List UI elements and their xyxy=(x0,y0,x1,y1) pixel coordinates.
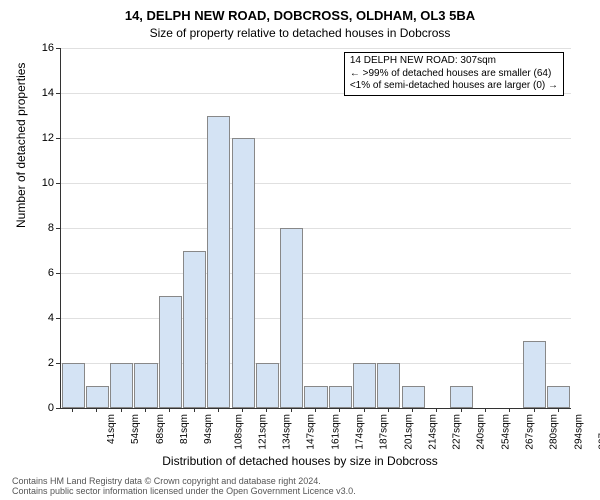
ytick-label: 6 xyxy=(24,267,54,279)
histogram-bar xyxy=(329,386,352,409)
xtick-label: 81sqm xyxy=(179,414,190,444)
xtick-mark xyxy=(485,408,486,412)
ytick-mark xyxy=(56,183,60,184)
xtick-mark xyxy=(364,408,365,412)
histogram-bar xyxy=(86,386,109,409)
ytick-mark xyxy=(56,138,60,139)
xtick-mark xyxy=(534,408,535,412)
ytick-label: 2 xyxy=(24,357,54,369)
xtick-label: 280sqm xyxy=(549,414,560,450)
histogram-bar xyxy=(207,116,230,409)
ytick-mark xyxy=(56,318,60,319)
histogram-bar xyxy=(159,296,182,409)
histogram-bar xyxy=(280,228,303,408)
histogram-bar xyxy=(547,386,570,409)
gridline xyxy=(61,48,571,49)
histogram-bar xyxy=(353,363,376,408)
histogram-bar xyxy=(110,363,133,408)
xtick-label: 134sqm xyxy=(282,414,293,450)
gridline xyxy=(61,183,571,184)
chart-title-main: 14, DELPH NEW ROAD, DOBCROSS, OLDHAM, OL… xyxy=(0,8,600,23)
xtick-mark xyxy=(461,408,462,412)
xtick-label: 108sqm xyxy=(233,414,244,450)
caption: Contains HM Land Registry data © Crown c… xyxy=(12,476,592,497)
histogram-bar xyxy=(134,363,157,408)
histogram-bar xyxy=(377,363,400,408)
xtick-label: 201sqm xyxy=(403,414,414,450)
xtick-mark xyxy=(72,408,73,412)
xtick-mark xyxy=(315,408,316,412)
xtick-label: 240sqm xyxy=(476,414,487,450)
xtick-label: 227sqm xyxy=(452,414,463,450)
ytick-mark xyxy=(56,408,60,409)
caption-line-1: Contains HM Land Registry data © Crown c… xyxy=(12,476,592,486)
xtick-mark xyxy=(194,408,195,412)
histogram-bar xyxy=(450,386,473,409)
annotation-line-1: 14 DELPH NEW ROAD: 307sqm xyxy=(350,55,558,68)
xtick-mark xyxy=(121,408,122,412)
ytick-label: 12 xyxy=(24,132,54,144)
xtick-label: 294sqm xyxy=(573,414,584,450)
ytick-label: 4 xyxy=(24,312,54,324)
xtick-mark xyxy=(242,408,243,412)
chart-title-sub: Size of property relative to detached ho… xyxy=(0,26,600,40)
xtick-label: 187sqm xyxy=(379,414,390,450)
xtick-mark xyxy=(145,408,146,412)
xtick-mark xyxy=(412,408,413,412)
xtick-label: 174sqm xyxy=(355,414,366,450)
chart-container: 14, DELPH NEW ROAD, DOBCROSS, OLDHAM, OL… xyxy=(0,0,600,500)
xtick-label: 254sqm xyxy=(500,414,511,450)
xtick-label: 68sqm xyxy=(155,414,166,444)
xtick-mark xyxy=(169,408,170,412)
xtick-label: 41sqm xyxy=(106,414,117,444)
x-axis-label: Distribution of detached houses by size … xyxy=(0,454,600,468)
xtick-mark xyxy=(291,408,292,412)
ytick-mark xyxy=(56,363,60,364)
xtick-label: 214sqm xyxy=(427,414,438,450)
ytick-label: 8 xyxy=(24,222,54,234)
ytick-label: 16 xyxy=(24,42,54,54)
annotation-line-2: ← >99% of detached houses are smaller (6… xyxy=(350,68,558,81)
xtick-mark xyxy=(558,408,559,412)
ytick-mark xyxy=(56,48,60,49)
ytick-label: 0 xyxy=(24,402,54,414)
ytick-mark xyxy=(56,273,60,274)
xtick-label: 147sqm xyxy=(306,414,317,450)
ytick-label: 10 xyxy=(24,177,54,189)
plot-area xyxy=(60,48,571,409)
xtick-label: 54sqm xyxy=(130,414,141,444)
ytick-mark xyxy=(56,228,60,229)
histogram-bar xyxy=(62,363,85,408)
xtick-mark xyxy=(266,408,267,412)
xtick-label: 267sqm xyxy=(525,414,536,450)
annotation-box: 14 DELPH NEW ROAD: 307sqm ← >99% of deta… xyxy=(344,52,564,96)
gridline xyxy=(61,228,571,229)
xtick-mark xyxy=(96,408,97,412)
gridline xyxy=(61,138,571,139)
xtick-mark xyxy=(339,408,340,412)
histogram-bar xyxy=(232,138,255,408)
ytick-mark xyxy=(56,93,60,94)
histogram-bar xyxy=(402,386,425,409)
xtick-label: 121sqm xyxy=(257,414,268,450)
histogram-bar xyxy=(304,386,327,409)
annotation-line-3: <1% of semi-detached houses are larger (… xyxy=(350,80,558,93)
histogram-bar xyxy=(523,341,546,409)
xtick-mark xyxy=(218,408,219,412)
xtick-mark xyxy=(509,408,510,412)
histogram-bar xyxy=(183,251,206,409)
xtick-label: 161sqm xyxy=(330,414,341,450)
histogram-bar xyxy=(256,363,279,408)
xtick-mark xyxy=(388,408,389,412)
caption-line-2: Contains public sector information licen… xyxy=(12,486,592,496)
xtick-mark xyxy=(436,408,437,412)
xtick-label: 94sqm xyxy=(203,414,214,444)
gridline xyxy=(61,273,571,274)
ytick-label: 14 xyxy=(24,87,54,99)
gridline xyxy=(61,318,571,319)
